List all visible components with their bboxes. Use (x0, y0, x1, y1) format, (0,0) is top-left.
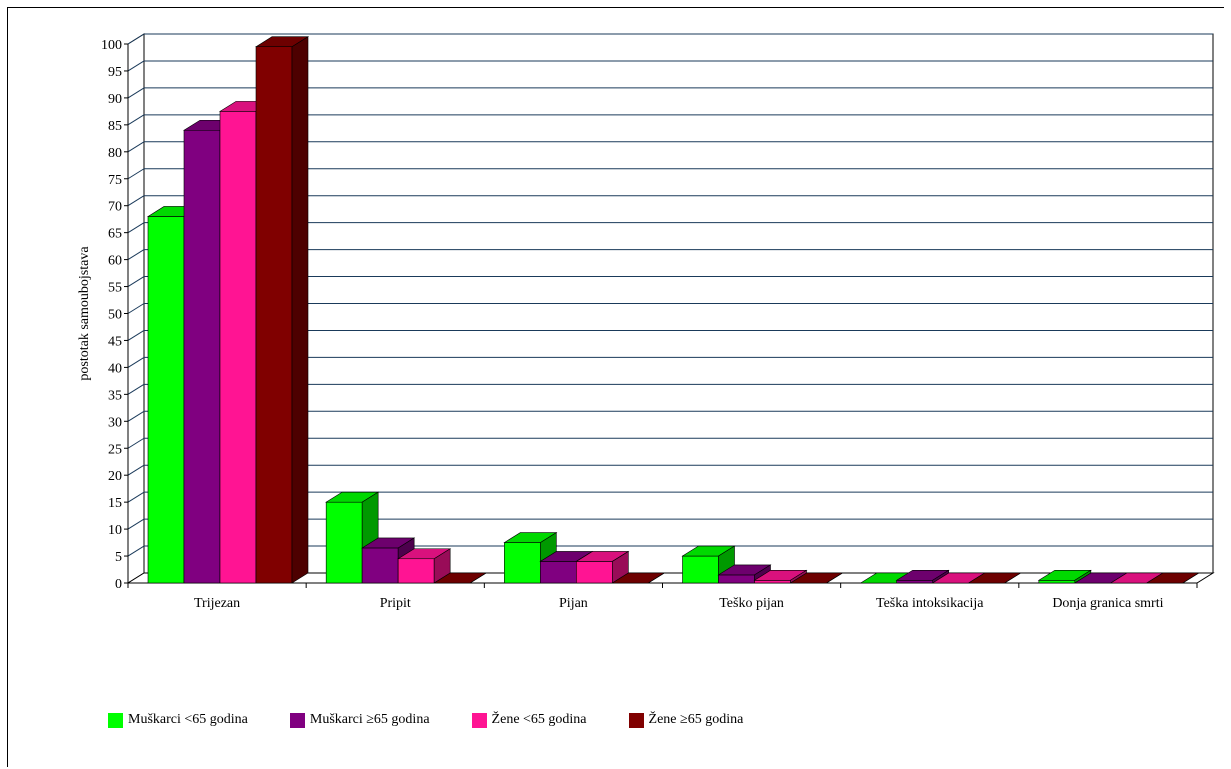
gridline-side (127, 249, 145, 261)
gridline-side (127, 195, 145, 207)
bar (540, 561, 577, 584)
gridline-side (127, 383, 145, 395)
gridline-side (127, 410, 145, 422)
gridline-side (127, 437, 145, 449)
legend-item: Muškarci ≥65 godina (289, 712, 430, 728)
gridline-side (127, 87, 145, 99)
bar-side (648, 572, 665, 584)
gridline-side (127, 303, 145, 314)
bar (576, 561, 613, 584)
y-tick-label: 85 (108, 119, 122, 134)
legend-item: Žene ≥65 godina (628, 712, 744, 728)
x-tick-label: Trijezan (194, 596, 240, 611)
y-tick-label: 35 (108, 388, 122, 403)
bar (255, 46, 293, 584)
y-tick-label: 20 (108, 469, 122, 484)
legend-swatch (628, 712, 644, 728)
legend-label: Žene <65 godina (491, 712, 587, 727)
bar (504, 542, 541, 584)
y-tick-label: 70 (108, 200, 122, 215)
bar (397, 558, 435, 584)
bar (682, 555, 719, 584)
y-tick-label: 75 (108, 173, 122, 188)
y-tick-label: 50 (108, 308, 122, 323)
bar-side (470, 572, 487, 584)
x-tick-label: Pijan (559, 596, 588, 611)
y-tick-label: 5 (115, 550, 122, 565)
y-tick-label: 95 (108, 65, 122, 80)
y-tick-label: 100 (101, 38, 122, 53)
y-tick-label: 80 (108, 146, 122, 161)
y-tick-label: 90 (108, 92, 122, 107)
legend-item: Muškarci <65 godina (108, 712, 248, 728)
y-tick-label: 60 (108, 254, 122, 269)
x-tick-label: Donja granica smrti (1052, 596, 1163, 611)
bar (147, 216, 185, 584)
legend-label: Muškarci <65 godina (128, 712, 248, 727)
gridline-side (127, 168, 145, 180)
x-tick-label: Pripit (380, 596, 411, 611)
legend-swatch (108, 712, 123, 728)
bar (219, 111, 257, 584)
bar (1038, 580, 1076, 584)
legend-label: Žene ≥65 godina (648, 712, 744, 727)
bar (896, 580, 933, 584)
y-tick-label: 40 (108, 361, 122, 376)
bar-side (291, 36, 309, 584)
y-tick-label: 65 (108, 227, 122, 242)
y-tick-label: 25 (108, 442, 122, 457)
bar (183, 129, 221, 584)
legend-swatch (289, 712, 305, 728)
gridline-side (127, 330, 145, 341)
chart-legend: Muškarci <65 godina Muškarci ≥65 godina Že… (108, 712, 785, 728)
y-tick-label: 55 (108, 281, 122, 296)
legend-label: Muškarci ≥65 godina (309, 712, 430, 727)
gridline-side (127, 114, 145, 126)
y-axis-label: postotak samoubojstava (77, 246, 92, 381)
x-tick-label: Teško pijan (719, 596, 784, 611)
gridline-side (127, 141, 145, 153)
gridline-side (127, 222, 145, 234)
bar (718, 574, 755, 584)
bar (325, 501, 363, 584)
bar-side (1182, 572, 1199, 584)
gridline-side (127, 464, 145, 476)
gridline-side (127, 33, 145, 45)
y-tick-label: 10 (108, 523, 122, 538)
gridline-side (127, 60, 145, 72)
bar (361, 547, 399, 584)
chart-frame (7, 7, 1224, 767)
x-tick-label: Teška intoksikacija (876, 596, 984, 611)
gridline-side (127, 356, 145, 368)
y-tick-label: 45 (108, 334, 122, 349)
y-tick-label: 30 (108, 415, 122, 430)
legend-swatch (471, 712, 487, 728)
bar (754, 580, 791, 584)
legend-item: Žene <65 godina (471, 712, 587, 728)
gridline-side (127, 491, 145, 503)
gridline-side (127, 276, 145, 287)
bar-side (1004, 572, 1021, 584)
gridline-side (127, 545, 145, 557)
y-tick-label: 15 (108, 496, 122, 511)
gridline-side (127, 518, 145, 530)
bar-side (826, 572, 843, 584)
y-tick-label: 0 (115, 577, 122, 592)
